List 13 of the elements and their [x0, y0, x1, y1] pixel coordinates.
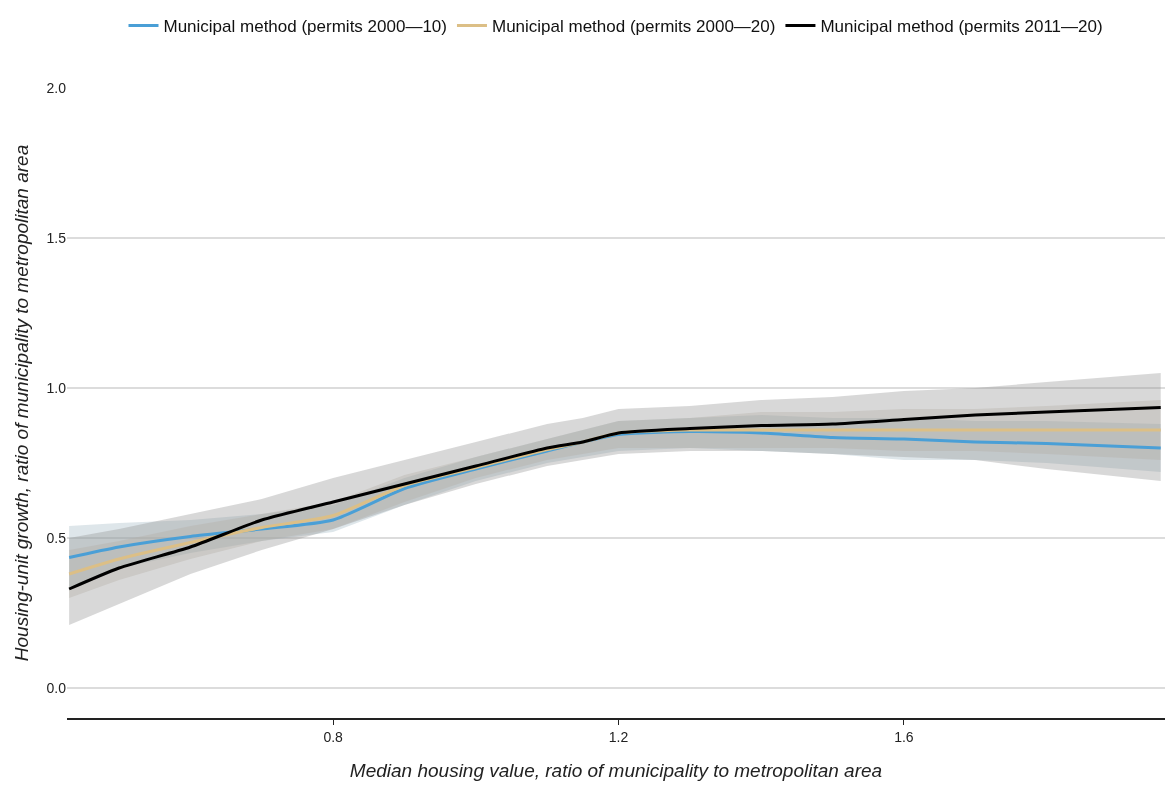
legend-label: Municipal method (permits 2000—10)	[163, 17, 447, 37]
legend-label: Municipal method (permits 2011—20)	[820, 17, 1103, 37]
y-tick-label: 1.0	[46, 379, 67, 396]
y-tick-label: 0.0	[46, 679, 67, 696]
y-tick-label: 1.5	[46, 229, 67, 246]
y-axis-title: Housing-unit growth, ratio of municipality to metropolitan area	[11, 144, 33, 662]
x-tick-label: 1.2	[608, 728, 629, 745]
y-tick-label: 0.5	[46, 529, 67, 546]
x-tick-label: 1.6	[894, 728, 914, 745]
x-axis-title: Median housing value, ratio of municipality to metropolitan area	[349, 759, 883, 781]
x-tick-label: 0.8	[323, 728, 344, 745]
legend-label: Municipal method (permits 2000—20)	[491, 17, 776, 37]
y-tick-label: 2.0	[46, 79, 67, 96]
